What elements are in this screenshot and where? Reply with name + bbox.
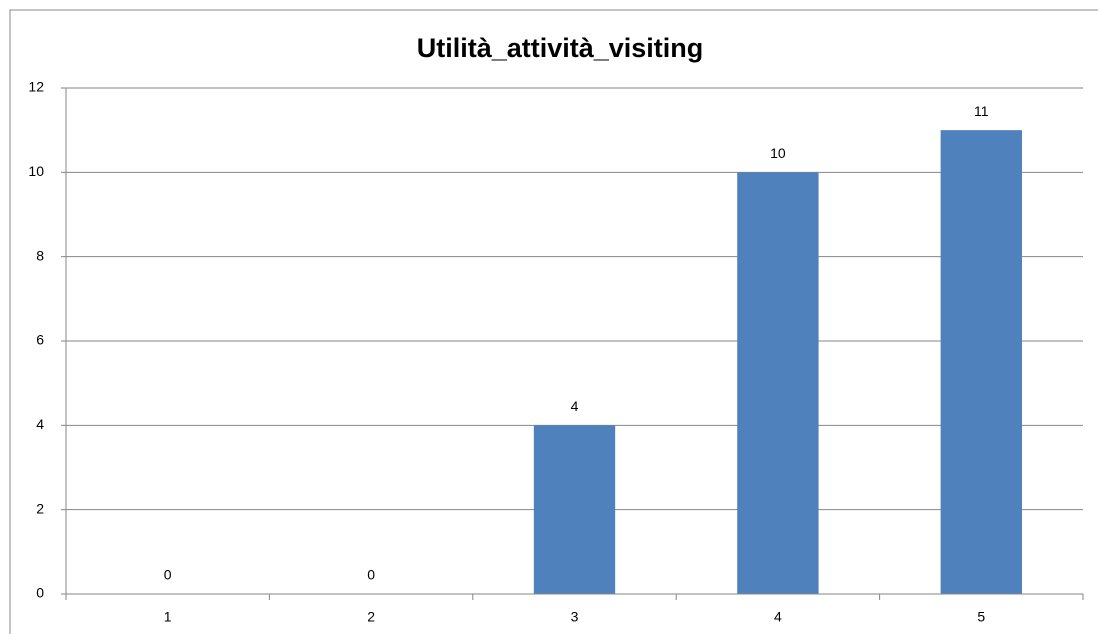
chart-title: Utilità_attività_visiting: [417, 33, 704, 63]
x-tick-label: 3: [571, 609, 579, 625]
data-label: 0: [367, 567, 375, 583]
y-tick-label: 0: [36, 585, 44, 601]
data-label: 0: [164, 567, 172, 583]
y-tick-label: 8: [36, 247, 44, 263]
bar: [533, 425, 616, 594]
y-tick-label: 4: [36, 416, 44, 432]
bar: [940, 130, 1022, 594]
y-tick-label: 2: [36, 500, 44, 516]
bar: [737, 172, 819, 595]
y-tick-label: 6: [36, 332, 44, 348]
x-tick-label: 4: [774, 609, 782, 625]
data-label: 10: [770, 145, 786, 161]
x-tick-label: 5: [977, 609, 985, 625]
y-tick-label: 10: [28, 163, 44, 179]
x-tick-label: 1: [164, 609, 172, 625]
data-label: 4: [571, 398, 579, 414]
x-tick-label: 2: [367, 609, 375, 625]
y-tick-label: 12: [28, 79, 44, 95]
data-label: 11: [974, 103, 989, 119]
